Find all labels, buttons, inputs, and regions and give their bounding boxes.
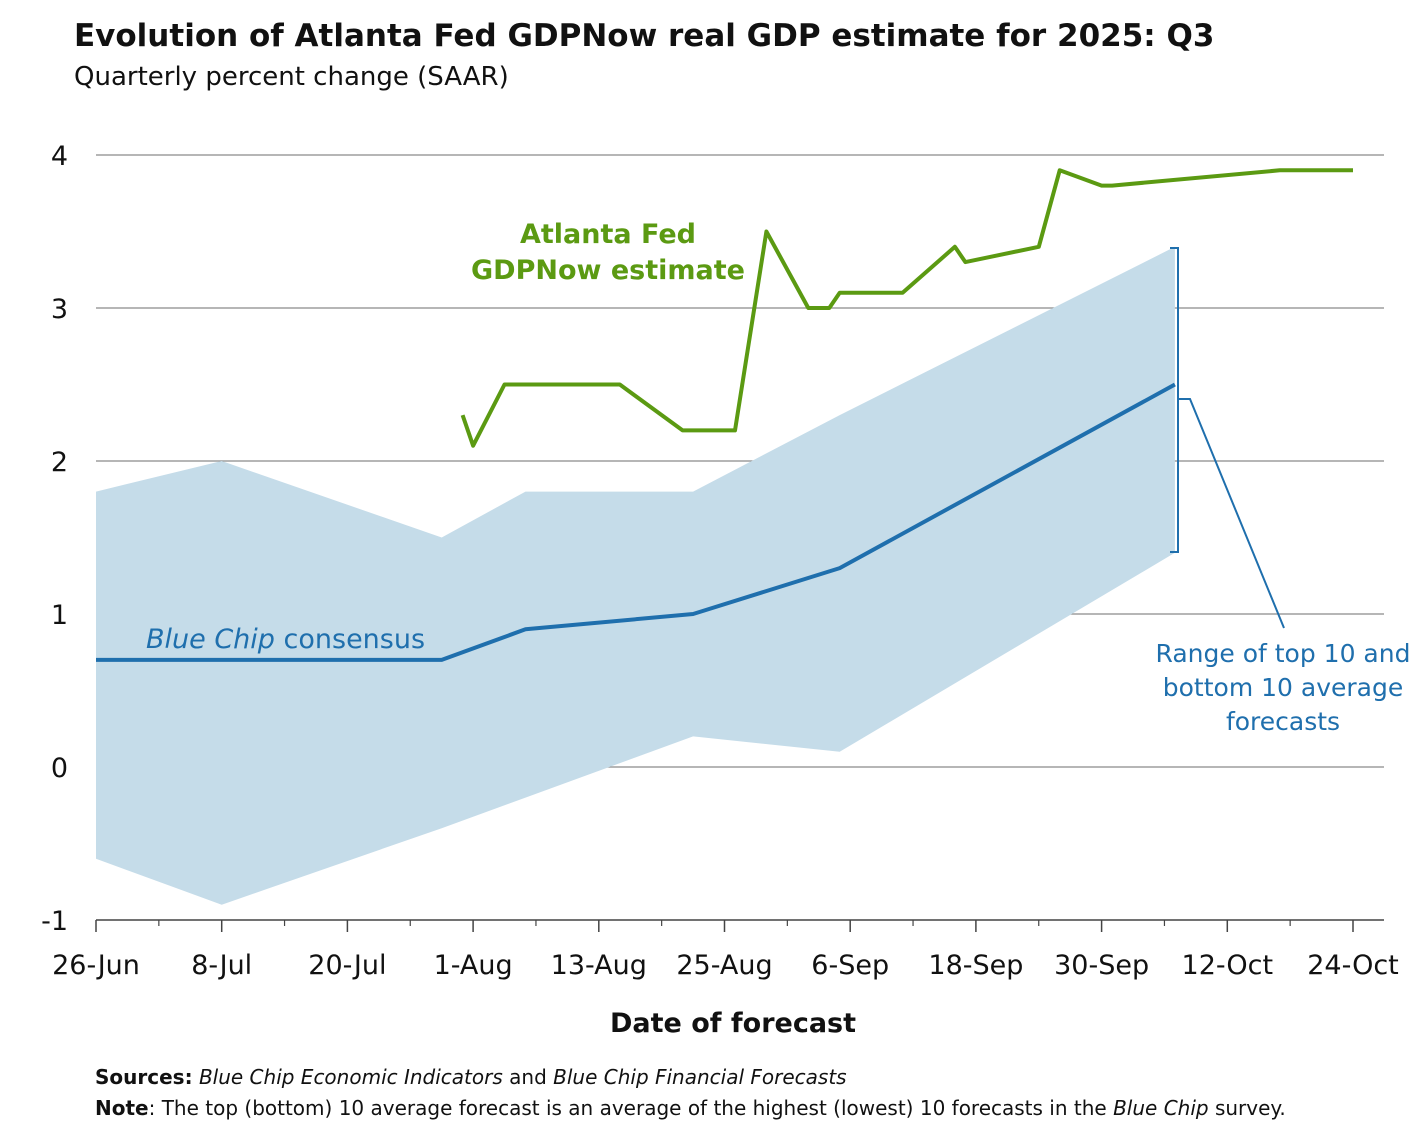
x-tick-label: 24-Oct — [1307, 950, 1399, 981]
bluechip-label-italic: Blue Chip — [146, 624, 275, 655]
range-label-line3: forecasts — [1226, 707, 1340, 736]
footer: Sources: Blue Chip Economic Indicators a… — [95, 1062, 1286, 1124]
x-tick-label: 18-Sep — [928, 950, 1023, 981]
chart-area: -1 0 1 2 3 4 26-Jun 8-Jul 20-Jul 1-Aug 13-Aug 25-Au… — [41, 141, 1410, 1039]
x-tick-label: 26-Jun — [52, 950, 140, 981]
note-line: Note: The top (bottom) 10 average foreca… — [95, 1093, 1286, 1124]
atlanta-fed-gdpnow-estimate-line — [460, 168, 1353, 448]
y-tick-label: 3 — [51, 294, 68, 325]
y-tick-label: -1 — [41, 906, 68, 937]
sources-text-3: Blue Chip Financial Forecasts — [553, 1065, 847, 1089]
bluechip-label: Blue Chip consensus — [146, 624, 425, 655]
sources-line: Sources: Blue Chip Economic Indicators a… — [95, 1062, 1286, 1093]
x-tick-label: 8-Jul — [191, 950, 252, 981]
range-label-line2: bottom 10 average — [1163, 673, 1403, 702]
y-tick-label: 2 — [51, 447, 68, 478]
x-tick-label: 30-Sep — [1054, 950, 1149, 981]
blue-chip-consensus-line — [96, 382, 1176, 662]
chart-title: Evolution of Atlanta Fed GDPNow real GDP… — [74, 18, 1215, 54]
x-tick-label: 20-Jul — [308, 950, 386, 981]
range-band — [96, 246, 1175, 905]
x-tick-label: 25-Aug — [676, 950, 772, 981]
sources-label: Sources: — [95, 1065, 193, 1089]
sources-text-1: Blue Chip Economic Indicators — [198, 1065, 503, 1089]
y-tick-label: 4 — [51, 141, 68, 172]
sources-text-2: and — [502, 1065, 554, 1089]
y-tick-label: 1 — [51, 600, 68, 631]
range-bracket — [1170, 247, 1285, 629]
gdpnow-label-line2: GDPNow estimate — [471, 255, 745, 286]
note-label: Note — [95, 1096, 149, 1120]
range-band-area — [96, 246, 1175, 905]
x-tick-label: 13-Aug — [551, 950, 647, 981]
range-label-line1: Range of top 10 and — [1156, 639, 1411, 668]
y-tick-label: 0 — [51, 753, 68, 784]
annotations: Atlanta Fed GDPNow estimate Blue Chip co… — [146, 219, 1410, 736]
x-axis-title: Date of forecast — [610, 1008, 856, 1039]
bluechip-label-rest: consensus — [275, 624, 425, 655]
note-text-1: : The top (bottom) 10 average forecast i… — [148, 1096, 1114, 1120]
chart-subtitle: Quarterly percent change (SAAR) — [74, 62, 509, 92]
axes: -1 0 1 2 3 4 26-Jun 8-Jul 20-Jul 1-Aug 13-Aug 25-Au… — [41, 141, 1399, 981]
note-text-3: survey. — [1208, 1096, 1286, 1120]
series-lines — [96, 168, 1353, 662]
x-tick-label: 12-Oct — [1182, 950, 1274, 981]
note-text-2: Blue Chip — [1113, 1096, 1209, 1120]
x-tick-label: 6-Sep — [811, 950, 889, 981]
gdpnow-label-line1: Atlanta Fed — [520, 219, 696, 250]
x-tick-label: 1-Aug — [434, 950, 513, 981]
